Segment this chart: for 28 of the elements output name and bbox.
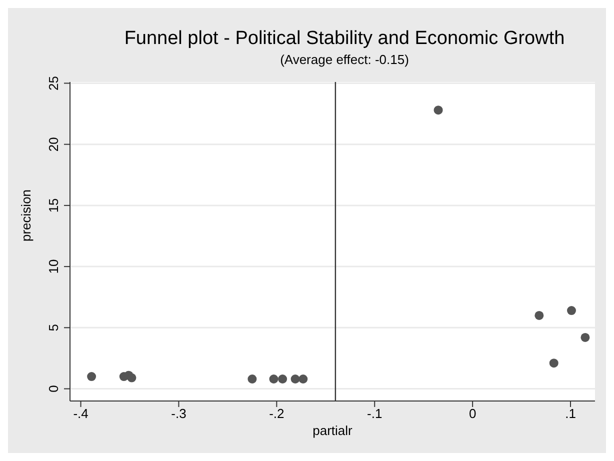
x-tick-label: -.3: [171, 406, 186, 422]
point: [87, 372, 96, 382]
y-tick-label: 15: [46, 198, 61, 213]
point: [248, 374, 257, 384]
point: [534, 310, 544, 320]
point: [127, 373, 136, 382]
x-tick-label: -.4: [73, 406, 88, 422]
point: [290, 374, 300, 384]
point: [549, 358, 558, 368]
point: [298, 374, 308, 384]
x-tick-label: .1: [565, 406, 576, 422]
x-tick-label: -.1: [367, 406, 382, 422]
y-tick-label: 10: [46, 259, 61, 274]
y-tick-label: 5: [46, 324, 61, 332]
point: [278, 374, 288, 384]
point: [434, 106, 443, 115]
x-axis-title: partialr: [312, 423, 354, 438]
x-tick-label: -.2: [269, 406, 284, 422]
point: [269, 374, 278, 384]
y-tick-label: 0: [46, 385, 61, 392]
chart-subtitle: (Average effect: -0.15): [279, 52, 410, 67]
y-axis-title: precision: [18, 189, 34, 242]
point: [580, 332, 590, 342]
x-tick-label: 0: [468, 406, 476, 422]
point: [566, 306, 576, 316]
y-tick-label: 20: [46, 137, 61, 152]
chart-title: Funnel plot - Political Stability and Economic Growth: [123, 28, 566, 50]
y-tick-label: 25: [46, 76, 61, 90]
